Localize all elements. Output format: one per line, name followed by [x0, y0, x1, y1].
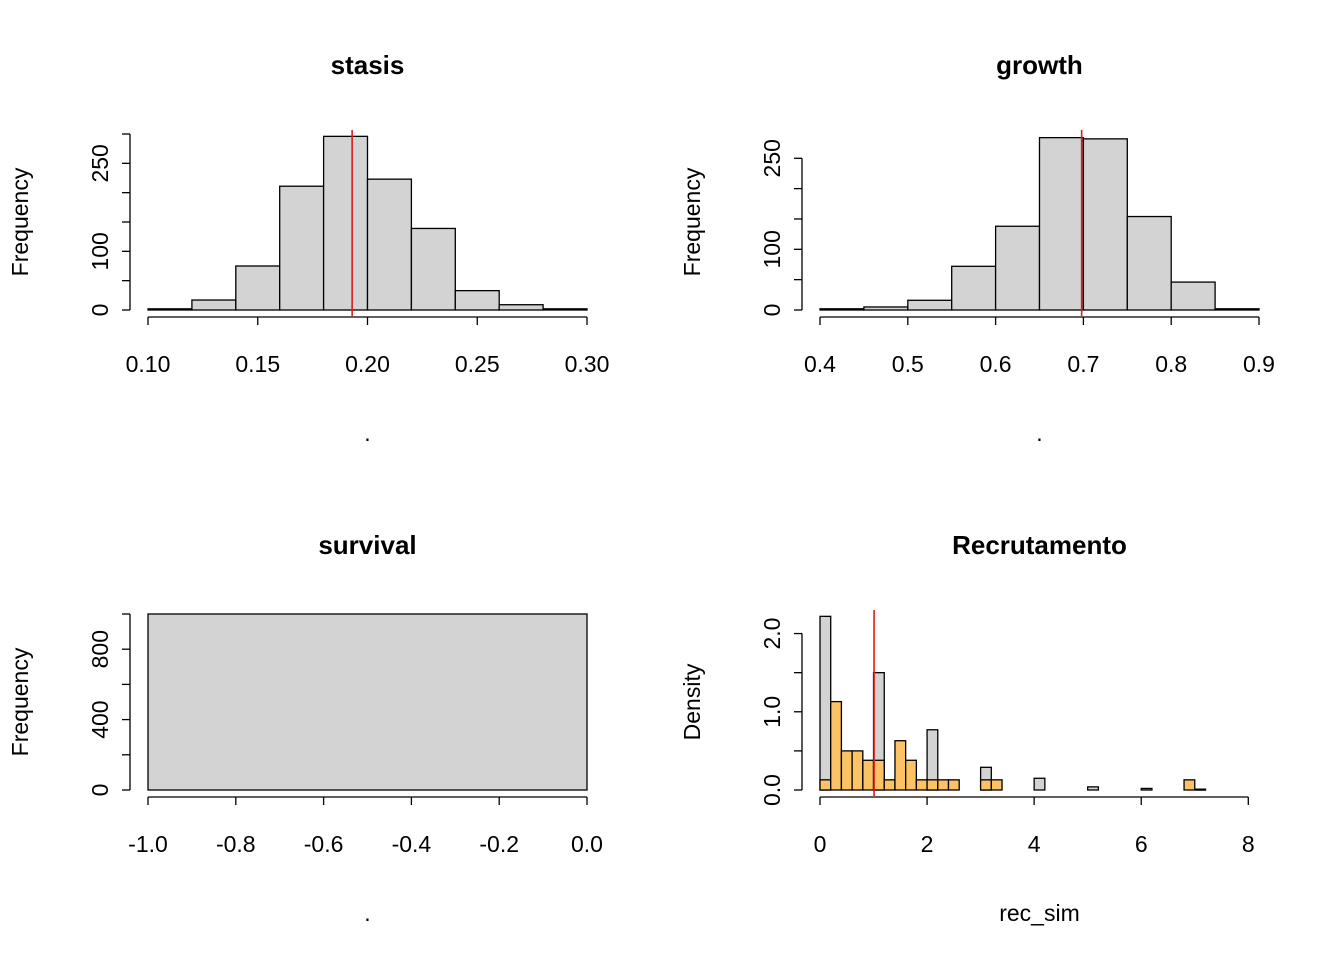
- x-tick-label: 0.20: [345, 351, 390, 377]
- bar: [840, 750, 853, 791]
- x-tick-label: 0.0: [571, 831, 603, 857]
- bar: [994, 225, 1041, 311]
- x-tick-label: 0.10: [126, 351, 171, 377]
- y-axis-label: Frequency: [7, 647, 33, 756]
- bar: [147, 613, 588, 791]
- bar: [951, 265, 997, 311]
- x-tick-label: 0.25: [455, 351, 500, 377]
- x-tick-label: -0.8: [216, 831, 256, 857]
- bar: [979, 779, 992, 791]
- bar: [1087, 786, 1100, 791]
- bar: [915, 779, 928, 791]
- bar: [1194, 788, 1207, 791]
- bar: [863, 306, 909, 311]
- x-tick-label: -0.2: [479, 831, 519, 857]
- y-tick-label: 100: [87, 232, 113, 270]
- bar: [366, 178, 413, 311]
- x-tick-label: 0.7: [1067, 351, 1099, 377]
- bar: [542, 308, 588, 311]
- x-tick-label: -0.6: [304, 831, 344, 857]
- x-tick-label: 8: [1242, 831, 1255, 857]
- x-tick-label: 0.30: [565, 351, 610, 377]
- bar: [894, 740, 907, 791]
- x-tick-label: 0.4: [804, 351, 836, 377]
- x-tick-label: 0.5: [892, 351, 924, 377]
- y-tick-label: 250: [759, 139, 785, 177]
- x-tick-label: -0.4: [392, 831, 432, 857]
- x-tick-label: 6: [1135, 831, 1148, 857]
- x-tick-label: 0.8: [1155, 351, 1187, 377]
- y-tick-label: 0: [87, 784, 113, 797]
- x-tick-label: 4: [1028, 831, 1041, 857]
- bar: [279, 185, 325, 311]
- y-tick-label: 0: [759, 304, 785, 317]
- bar: [498, 304, 544, 311]
- bar: [191, 299, 237, 311]
- x-tick-label: 0.9: [1243, 351, 1275, 377]
- bar: [454, 289, 500, 311]
- bar: [1082, 138, 1128, 311]
- bar: [1214, 308, 1260, 311]
- y-tick-label: 100: [759, 230, 785, 268]
- bar: [235, 265, 281, 311]
- x-tick-label: 0: [814, 831, 827, 857]
- bar: [862, 759, 875, 791]
- bar: [1183, 779, 1196, 791]
- chart-title: Recrutamento: [952, 530, 1127, 560]
- x-axis-label: .: [1036, 420, 1042, 446]
- x-axis-label: rec_sim: [999, 900, 1080, 926]
- bar: [819, 779, 832, 791]
- y-axis-label: Frequency: [679, 167, 705, 276]
- x-axis-label: .: [364, 420, 370, 446]
- x-tick-label: 2: [921, 831, 934, 857]
- y-tick-label: 400: [87, 700, 113, 738]
- bar: [322, 135, 369, 311]
- bar: [819, 308, 865, 311]
- bar: [907, 299, 953, 311]
- bar: [1126, 215, 1172, 311]
- bar: [872, 759, 885, 791]
- y-tick-label: 800: [87, 630, 113, 668]
- bar: [410, 227, 456, 311]
- chart-title: survival: [318, 530, 416, 560]
- y-axis-label: Density: [679, 663, 705, 740]
- bar: [1038, 136, 1085, 311]
- chart-title: stasis: [331, 50, 405, 80]
- x-tick-label: -1.0: [128, 831, 168, 857]
- bar: [947, 779, 960, 791]
- bar: [1033, 777, 1046, 791]
- bar: [926, 779, 939, 791]
- y-tick-label: 2.0: [759, 618, 785, 650]
- bar: [883, 779, 896, 791]
- y-tick-label: 0: [87, 304, 113, 317]
- bar: [1170, 281, 1216, 311]
- y-tick-label: 0.0: [759, 774, 785, 806]
- x-axis-label: .: [364, 900, 370, 926]
- x-tick-label: 0.6: [980, 351, 1012, 377]
- y-tick-label: 250: [87, 144, 113, 182]
- bar: [905, 759, 918, 791]
- y-tick-label: 1.0: [759, 696, 785, 728]
- bar: [147, 308, 193, 311]
- bar: [830, 700, 843, 791]
- bar: [851, 750, 864, 791]
- chart-title: growth: [996, 50, 1083, 80]
- bar: [937, 779, 950, 791]
- bar: [1140, 787, 1153, 791]
- bar: [990, 779, 1003, 791]
- x-tick-label: 0.15: [235, 351, 280, 377]
- y-axis-label: Frequency: [7, 167, 33, 276]
- bar: [819, 615, 832, 791]
